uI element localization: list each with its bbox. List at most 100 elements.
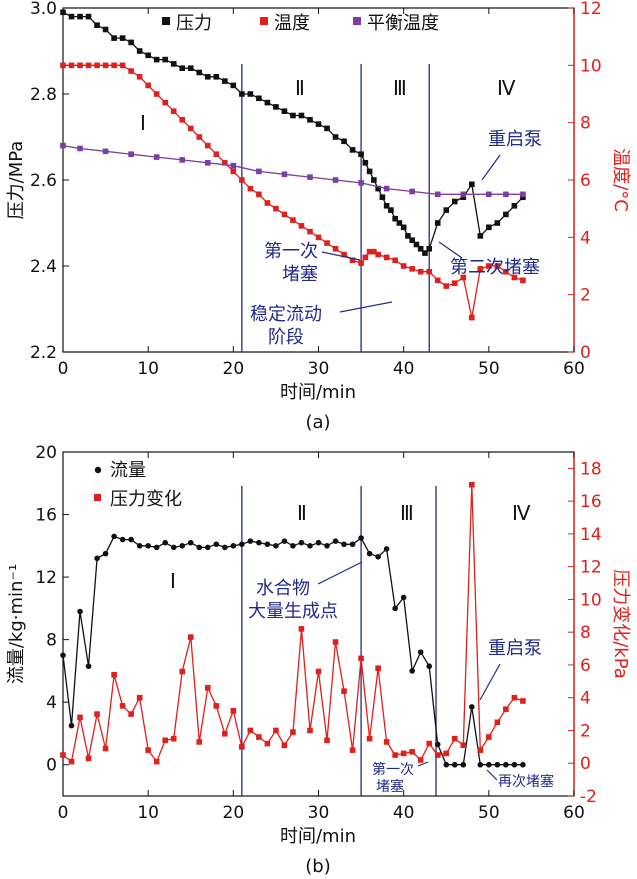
p0-series-0-point-16 <box>196 69 203 76</box>
p1-series-1-point-25 <box>273 727 279 734</box>
p0-series-1-point-25 <box>273 205 279 212</box>
p0-series-0-point-49 <box>417 246 424 252</box>
p1-series-1-point-27 <box>290 729 296 735</box>
p1-series-0-point-50 <box>486 761 492 768</box>
p1-left-tick-label-4: 16 <box>35 506 57 526</box>
p1-series-1-point-45 <box>443 750 450 757</box>
p1-series-1-point-11 <box>153 758 160 765</box>
p0-series-1-point-33 <box>341 251 347 258</box>
p1-series-0-point-54 <box>520 761 526 768</box>
p1-right-tick-label-9: 16 <box>580 492 602 512</box>
p0-series-1-point-41 <box>392 257 398 264</box>
p1-series-1-point-19 <box>222 730 228 737</box>
phase-label-b4: Ⅳ <box>512 501 531 525</box>
p1-series-0-point-6 <box>111 533 117 540</box>
p0-series-0-point-29 <box>307 117 313 123</box>
p1-series-1-point-28 <box>298 626 305 632</box>
p0-series-1-point-23 <box>256 191 262 198</box>
panel-b-right-axis-label: 压力变化/kPa <box>610 569 631 679</box>
p0-series-1-point-48 <box>451 280 458 286</box>
p1-series-0-point-17 <box>204 544 211 551</box>
p1-series-0-point-8 <box>128 536 134 543</box>
annotation-hydrate-line1: 水合物 <box>256 578 310 599</box>
p1-series-1-point-14 <box>179 668 186 675</box>
p0-series-1-point-55 <box>511 274 518 281</box>
p0-series-1-point-13 <box>170 108 177 114</box>
p0-right-tick-label-5: 10 <box>580 56 602 76</box>
p0-series-1-point-43 <box>409 266 415 272</box>
p0-series-2-point-18 <box>503 191 509 198</box>
p1-series-0-point-18 <box>213 541 220 548</box>
legend-marker-flow <box>94 466 102 474</box>
p0-series-1-point-34 <box>349 257 356 264</box>
p0-series-0-point-28 <box>298 112 305 119</box>
p0-series-0-point-15 <box>187 65 194 71</box>
p1-series-0-point-41 <box>409 668 415 674</box>
p0-series-1-point-3 <box>85 62 92 69</box>
p1-series-0-point-27 <box>290 543 296 549</box>
p1-series-0-point-0 <box>60 652 66 659</box>
p1-right-tick-label-7: 12 <box>580 558 602 578</box>
phase-label-b1: Ⅰ <box>170 569 176 593</box>
p1-series-0-point-3 <box>85 663 92 670</box>
p0-series-1-point-26 <box>281 211 288 218</box>
p1-series-1-point-49 <box>477 747 484 753</box>
p0-series-1-point-18 <box>213 151 220 157</box>
p0-series-2-point-4 <box>153 154 160 160</box>
p0-series-0-point-26 <box>281 108 288 114</box>
p0-series-0-point-20 <box>230 82 237 89</box>
p0-x-tick-label-2: 20 <box>223 359 245 379</box>
p0-series-1-point-14 <box>179 117 186 123</box>
p1-series-1-point-21 <box>239 744 245 750</box>
p0-series-0-point-51 <box>426 246 433 252</box>
p0-series-2-point-15 <box>434 191 441 198</box>
panel-a-pressure-temperature-chart: 0 10 20 30 40 50 60 2.22.42.62.83.0 024681012 … <box>6 0 631 433</box>
p1-series-1-point-52 <box>503 706 509 712</box>
p0-series-0-point-8 <box>128 39 134 46</box>
p0-series-1-point-30 <box>315 234 322 241</box>
p0-series-1-point-16 <box>196 134 203 140</box>
p0-series-2-point-13 <box>383 185 390 192</box>
panel-a-x-axis-label: 时间/min <box>280 382 356 403</box>
p1-series-1-point-23 <box>256 734 262 740</box>
p1-series-0-point-31 <box>324 543 330 549</box>
p1-series-0-point-5 <box>102 550 109 557</box>
p0-series-2-point-2 <box>102 148 109 155</box>
p1-series-1-point-31 <box>324 737 330 744</box>
p0-x-tick-label-1: 10 <box>137 359 159 379</box>
p1-x-tick-label-0: 0 <box>58 803 69 823</box>
p0-series-0-point-61 <box>511 203 518 209</box>
p0-series-1-point-0 <box>60 62 66 69</box>
legend-label-pressure-change: 压力变化 <box>110 489 182 510</box>
p0-right-tick-label-3: 6 <box>580 171 591 191</box>
p0-series-0-point-31 <box>324 125 330 132</box>
p0-series-2-point-3 <box>128 151 134 157</box>
p0-series-0-point-55 <box>460 194 467 200</box>
annotation-arrow-hydrate <box>317 561 363 585</box>
p1-series-1-point-36 <box>366 735 373 742</box>
p1-series-0-point-24 <box>264 541 271 548</box>
p0-series-0-point-18 <box>213 74 220 80</box>
p0-x-tick-label-0: 0 <box>58 359 69 379</box>
p0-series-0-point-46 <box>405 233 411 239</box>
p0-series-1-point-53 <box>494 263 501 269</box>
p1-series-1-point-47 <box>460 742 467 749</box>
panel-a-frame <box>62 7 575 353</box>
annotation-first-blockage-b-line1: 第一次 <box>372 761 414 778</box>
legend-marker-equilibrium-temperature <box>353 17 361 25</box>
annotation-arrow-second-blockage <box>438 241 463 259</box>
p0-series-0-point-7 <box>119 35 126 41</box>
p0-series-2-point-7 <box>230 162 237 169</box>
p1-series-0-point-35 <box>358 535 364 541</box>
p0-series-0-point-25 <box>273 104 279 110</box>
p1-series-1-point-33 <box>341 688 347 694</box>
p1-series-1-point-7 <box>119 703 126 709</box>
p1-series-1-point-42 <box>417 757 424 763</box>
p0-series-0-point-23 <box>256 95 262 102</box>
p0-series-1-point-1 <box>68 62 75 69</box>
p0-series-1-point-27 <box>290 217 296 223</box>
p0-series-2-point-12 <box>358 180 364 186</box>
p0-series-1-point-11 <box>153 91 160 97</box>
panel-a-right-axis-label: 温度/°C <box>610 148 631 212</box>
p1-series-0-point-40 <box>400 594 407 601</box>
